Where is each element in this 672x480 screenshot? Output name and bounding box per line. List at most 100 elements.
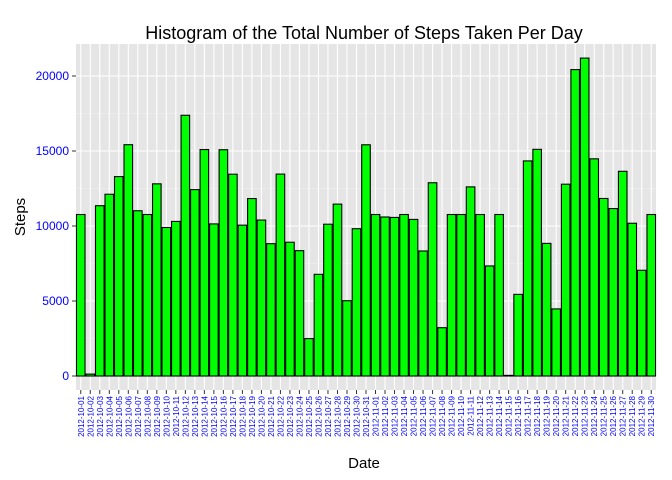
x-tick-label: 2012-11-09 — [448, 395, 457, 436]
bar-2012-10-22 — [275, 173, 286, 377]
bar-2012-10-28 — [332, 203, 343, 377]
x-axis: 2012-10-01 2012-10-02 2012-10-03 2012-10-04… — [77, 390, 656, 437]
bar-2012-11-10 — [456, 213, 466, 377]
x-tick-label: 2012-11-22 — [571, 395, 580, 436]
bar-2012-11-18 — [532, 148, 542, 377]
x-tick-label: 2012-11-27 — [619, 395, 628, 436]
x-tick-label: 2012-10-18 — [238, 395, 247, 436]
x-tick-label: 2012-11-08 — [438, 395, 447, 436]
x-tick-label: 2012-11-15 — [505, 395, 514, 436]
bar-2012-11-09 — [446, 213, 457, 377]
bar-2012-10-05 — [113, 176, 124, 377]
bar-2012-11-25 — [598, 197, 609, 377]
bar-2012-11-13 — [484, 265, 495, 377]
chart-title: Histogram of the Total Number of Steps T… — [145, 23, 583, 43]
bar-2012-11-08 — [437, 327, 447, 377]
x-tick-label: 2012-11-21 — [562, 395, 571, 436]
x-tick-label: 2012-10-20 — [257, 395, 266, 436]
x-tick-label: 2012-10-22 — [276, 395, 285, 436]
x-tick-label: 2012-10-25 — [305, 395, 314, 436]
x-tick-label: 2012-11-19 — [543, 395, 552, 436]
bar-2012-10-07 — [132, 210, 143, 377]
x-tick-label: 2012-11-10 — [457, 395, 466, 436]
x-tick-label: 2012-10-17 — [229, 395, 238, 436]
x-tick-label: 2012-11-03 — [391, 395, 400, 436]
bar-2012-11-05 — [408, 218, 419, 377]
x-tick-label: 2012-10-02 — [86, 395, 95, 436]
bar-2012-10-26 — [313, 273, 324, 377]
bar-2012-11-15 — [503, 374, 514, 377]
bar-2012-10-21 — [266, 243, 276, 377]
bar-2012-10-04 — [104, 193, 115, 377]
bar-2012-11-12 — [475, 213, 485, 377]
x-tick-label: 2012-11-01 — [372, 395, 381, 436]
x-tick-label: 2012-11-04 — [400, 395, 409, 436]
bar-2012-10-27 — [323, 223, 333, 377]
x-tick-label: 2012-11-17 — [524, 395, 533, 436]
x-tick-label: 2012-10-05 — [115, 395, 124, 436]
x-tick-label: 2012-10-01 — [77, 395, 86, 436]
bar-2012-11-06 — [418, 250, 428, 377]
x-tick-label: 2012-11-29 — [638, 395, 647, 436]
x-tick-label: 2012-11-14 — [495, 395, 504, 436]
bar-2012-11-11 — [465, 186, 476, 377]
bar-2012-10-31 — [361, 144, 371, 377]
x-tick-label: 2012-11-07 — [429, 395, 438, 436]
bar-2012-11-20 — [551, 308, 561, 377]
bar-2012-10-01 — [75, 213, 86, 377]
bar-2012-10-30 — [351, 228, 362, 377]
bar-2012-10-23 — [285, 241, 295, 377]
bar-2012-10-24 — [294, 250, 305, 377]
x-tick-label: 2012-10-19 — [248, 395, 257, 436]
bar-2012-11-03 — [389, 216, 400, 377]
x-tick-label: 2012-11-26 — [609, 395, 618, 436]
x-tick-label: 2012-11-02 — [381, 395, 390, 436]
x-tick-label: 2012-10-23 — [286, 395, 295, 436]
x-tick-label: 2012-11-05 — [410, 395, 419, 436]
bar-2012-11-16 — [513, 293, 523, 377]
x-tick-label: 2012-10-27 — [324, 395, 333, 436]
x-tick-label: 2012-11-23 — [581, 395, 590, 436]
y-axis: 0 5000 10000 15000 20000 — [36, 69, 76, 383]
x-tick-label: 2012-11-13 — [486, 395, 495, 436]
x-tick-label: 2012-10-30 — [352, 395, 361, 436]
bar-2012-10-20 — [256, 219, 267, 377]
x-tick-label: 2012-11-06 — [419, 395, 428, 436]
bar-2012-10-10 — [161, 226, 172, 377]
bar-2012-10-29 — [342, 300, 352, 377]
bar-2012-10-03 — [94, 205, 105, 377]
x-tick-label: 2012-10-28 — [333, 395, 342, 436]
bar-2012-10-11 — [171, 220, 181, 377]
bar-2012-11-24 — [589, 158, 600, 377]
x-tick-label: 2012-10-09 — [153, 395, 162, 436]
bar-2012-10-14 — [199, 148, 210, 377]
x-tick-label: 2012-10-04 — [105, 395, 114, 436]
x-tick-label: 2012-10-16 — [219, 395, 228, 436]
y-tick-label: 5000 — [42, 294, 69, 308]
bar-2012-10-02 — [85, 373, 96, 377]
x-tick-label: 2012-10-10 — [162, 395, 171, 436]
x-tick-label: 2012-10-07 — [134, 395, 143, 436]
x-tick-label: 2012-10-08 — [143, 395, 152, 436]
bar-2012-10-18 — [237, 224, 248, 377]
x-tick-label: 2012-10-13 — [191, 395, 200, 436]
bar-2012-10-13 — [190, 189, 200, 377]
x-tick-label: 2012-11-30 — [647, 395, 656, 436]
bar-2012-11-14 — [494, 213, 504, 377]
x-tick-label: 2012-10-15 — [210, 395, 219, 436]
x-tick-label: 2012-10-14 — [200, 395, 209, 436]
x-tick-label: 2012-11-28 — [628, 395, 637, 436]
bar-2012-11-22 — [570, 69, 581, 377]
y-tick-label: 15000 — [36, 144, 70, 158]
bar-2012-11-02 — [380, 216, 390, 377]
x-tick-label: 2012-10-24 — [295, 395, 304, 436]
bar-2012-11-04 — [399, 213, 409, 377]
y-tick-label: 10000 — [36, 219, 70, 233]
x-tick-label: 2012-11-11 — [467, 395, 476, 435]
x-tick-label: 2012-10-29 — [343, 395, 352, 436]
bar-2012-10-06 — [123, 144, 134, 377]
bar-2012-10-16 — [218, 149, 229, 377]
x-tick-label: 2012-11-16 — [514, 395, 523, 436]
x-tick-label: 2012-10-12 — [181, 395, 190, 436]
x-tick-label: 2012-11-24 — [590, 395, 599, 436]
